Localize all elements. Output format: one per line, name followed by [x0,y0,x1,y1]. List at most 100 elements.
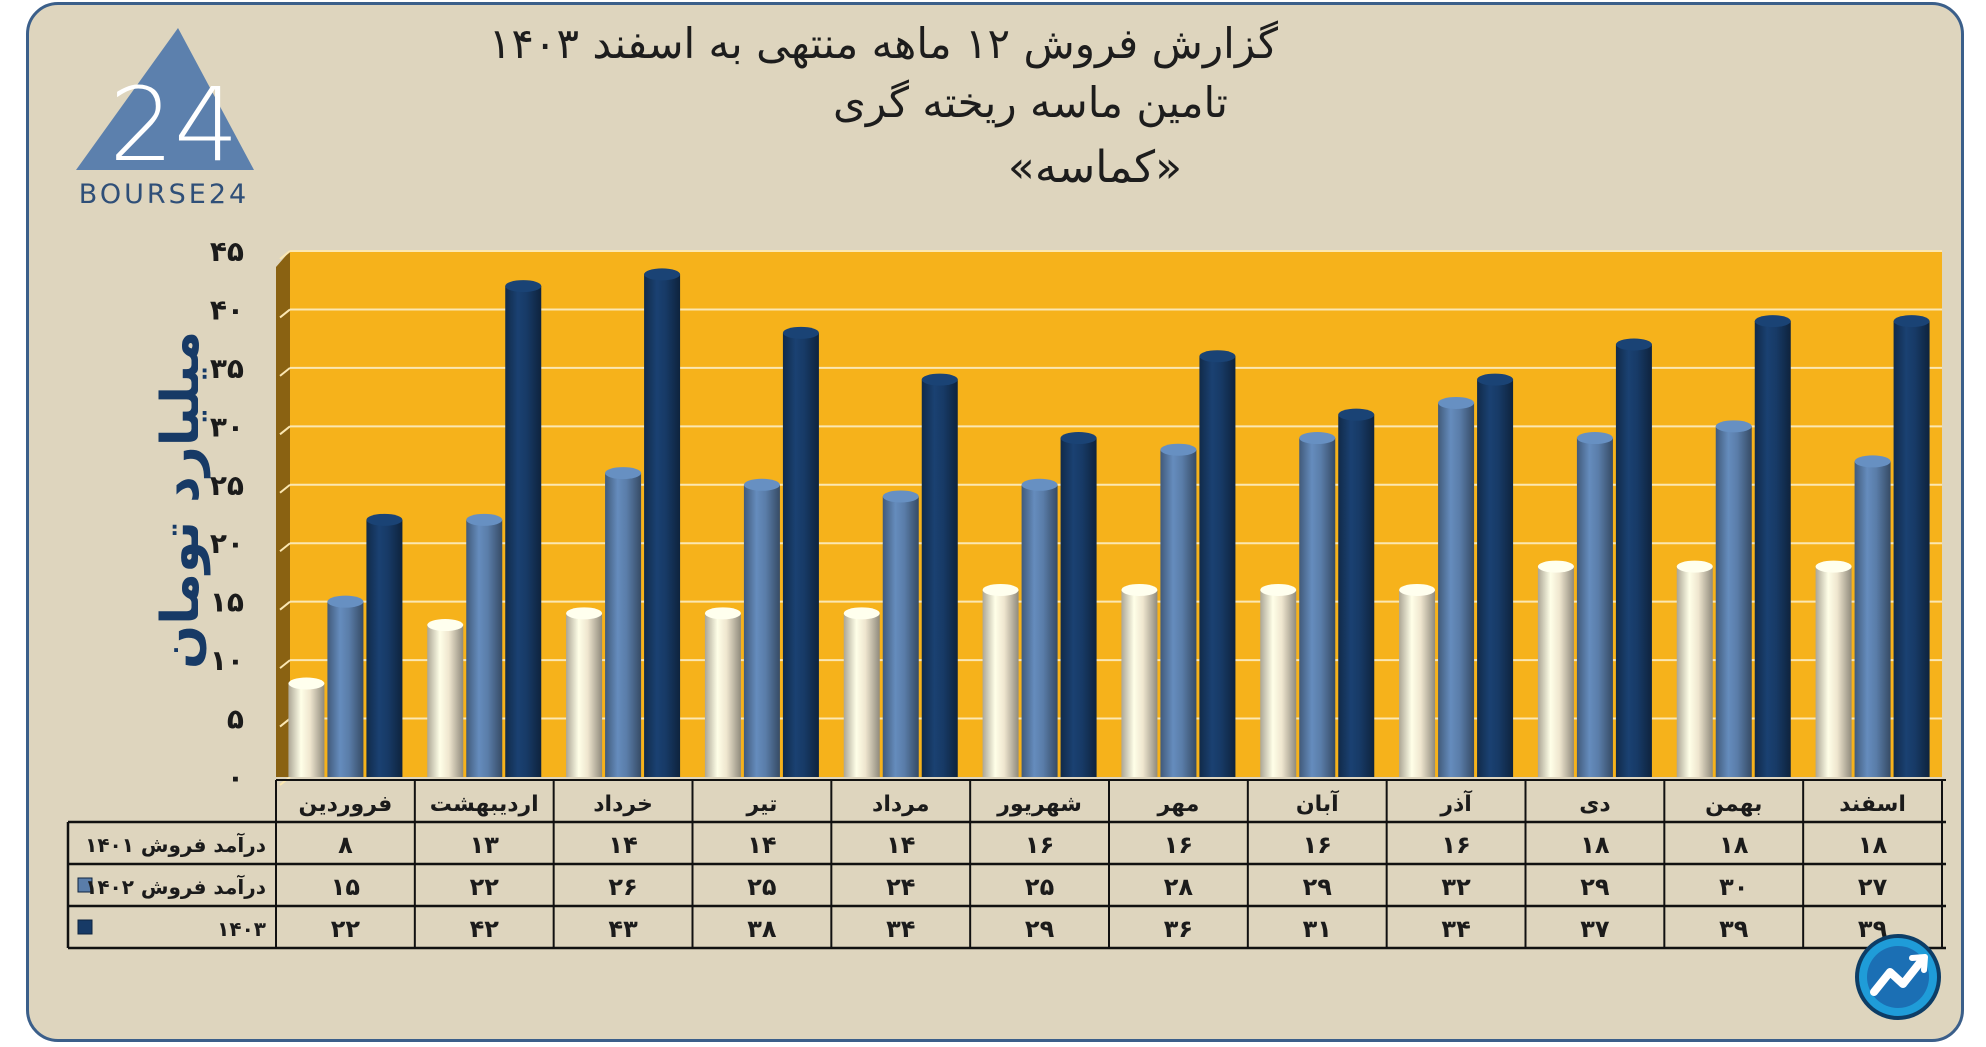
data-cell: ۲۸ [1164,873,1194,901]
data-cell: ۱۴ [747,831,776,859]
bar-body [704,613,741,777]
bar-body [1438,402,1475,777]
bar [605,467,642,777]
category-label: آذر [1439,789,1472,817]
bar-body [1338,414,1375,777]
bar-body [1576,438,1613,777]
data-cell: ۳۲ [1441,873,1471,901]
bar-body [882,496,919,777]
bar-cap [327,595,364,608]
bar [327,595,364,777]
data-cell: ۸ [338,831,353,859]
bar-body [1477,379,1514,777]
bar-cap [982,583,1019,596]
gridline-depth [279,717,291,728]
category-label: خرداد [593,792,653,817]
bar [1160,443,1197,777]
data-cell: ۳۸ [747,915,777,943]
data-cell: ۲۵ [1025,873,1054,901]
bar-body [505,286,542,777]
bar-body [1260,589,1297,777]
plot-area [290,251,1942,777]
bar-cap [288,677,325,690]
data-cell: ۴۲ [470,915,500,943]
bar-body [843,613,880,777]
trend-badge [1855,934,1941,1020]
bar-body [1121,589,1158,777]
data-cell: ۱۸ [1580,831,1610,859]
bar [1754,315,1791,777]
bar-body [466,519,503,777]
bar-cap [1615,338,1652,351]
bourse24-logo: 24 BOURSE24 [76,28,254,210]
category-label: اردیبهشت [430,792,539,817]
gridline-depth [279,600,291,611]
data-cell: ۳۷ [1580,915,1610,943]
bar [1399,583,1436,777]
y-axis-label: میلیارد تومان [151,331,211,669]
bar-body [1715,426,1752,777]
title-line-2: تامین ماسه ریخته گری [833,78,1228,127]
bar-cap [1399,583,1436,596]
y-axis-ticks: ۰ ۵ ۱۰ ۱۵ ۲۰ ۲۵ ۳۰ ۳۵ ۴۰ ۴۵ [210,235,244,794]
data-cell: ۲۲ [331,915,361,943]
bar [1676,560,1713,777]
data-cell: ۳۰ [1719,873,1748,901]
arrow-head-icon [1909,954,1928,973]
data-cell: ۳۴ [886,915,915,943]
bar-cap [782,326,819,339]
bar-cap [882,490,919,503]
gridline-depth [279,542,291,553]
bar [1893,315,1930,777]
category-label: بهمن [1705,792,1762,817]
bar [1438,396,1475,777]
bar-body [1199,356,1236,777]
bar-cap [1715,420,1752,433]
bar-cap [704,607,741,620]
data-cell: ۴۳ [608,915,638,943]
gridline-depth [279,483,291,494]
bar-body [366,519,403,777]
bar-body [1615,344,1652,777]
bar-cap [1121,583,1158,596]
gridline-depth [279,367,291,377]
bar [1537,560,1574,777]
logo-mark: 24 [109,66,239,185]
data-cell: ۲۴ [886,873,915,901]
bar-cap [605,467,642,480]
gridline-depth [279,425,291,436]
y-tick-label: ۳۰ [210,410,244,443]
y-tick-label: ۱۵ [210,586,244,619]
data-table: فروردین اردیبهشت خرداد تیر مرداد شهریور مهر آبا… [66,779,1946,950]
y-tick-label: ۵ [227,703,244,736]
bar [1299,432,1336,777]
bar [982,583,1019,777]
data-cell: ۲۲ [470,873,500,901]
bar [366,513,403,777]
data-cell: ۲۵ [747,873,776,901]
y-tick-label: ۴۵ [210,235,244,268]
y-tick-label: ۲۵ [210,469,244,502]
bar-cap [1438,396,1475,409]
bar [1715,420,1752,777]
bar-body [743,484,780,777]
trend-up-icon [1870,956,1926,996]
bar [1260,583,1297,777]
bar [1121,583,1158,777]
bar [466,513,503,777]
bar-cap [1060,432,1097,445]
bar [704,607,741,777]
title-line-1: گزارش فروش ۱۲ ماهه منتهی به اسفند ۱۴۰۳ [489,19,1278,69]
logo-triangle-icon [76,28,254,170]
bar [882,490,919,777]
bar-cap [921,373,958,386]
data-cell: ۳۶ [1164,915,1193,943]
bar-body [288,683,325,777]
bar-cap [644,268,681,281]
bar-body [644,274,681,777]
bar [782,326,819,777]
bar [644,268,681,777]
data-cell: ۲۷ [1858,873,1888,901]
bar-cap [1299,432,1336,445]
